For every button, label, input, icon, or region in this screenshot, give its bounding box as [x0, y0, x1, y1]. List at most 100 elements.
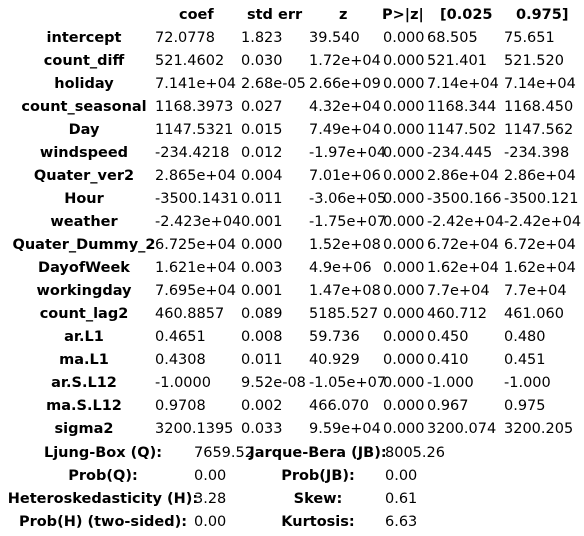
z-cell: 7.49e+04 [309, 122, 381, 138]
coef-cell: -2.423e+04 [155, 214, 242, 230]
std-err-cell: 1.823 [241, 30, 283, 46]
diagnostic-label: Prob(Q): [68, 468, 138, 484]
ci-lower-cell: 1147.502 [427, 122, 497, 138]
row-label: Quater_Dummy_2 [12, 237, 156, 253]
ci-upper-cell: 1147.562 [504, 122, 574, 138]
diagnostic-value: 3.28 [194, 491, 227, 507]
diagnostic-value: 0.00 [194, 514, 227, 530]
std-err-cell: 0.000 [241, 237, 283, 253]
row-label: ar.S.L12 [51, 375, 117, 391]
ci-upper-cell: 0.480 [504, 329, 546, 345]
z-cell: 2.66e+09 [309, 76, 381, 92]
coef-cell: 0.4308 [155, 352, 206, 368]
diagnostic-label: Kurtosis: [281, 514, 355, 530]
z-cell: 7.01e+06 [309, 168, 381, 184]
header-ci-upper: 0.975] [516, 7, 569, 23]
row-label: ma.L1 [59, 352, 109, 368]
ci-lower-cell: 7.14e+04 [427, 76, 499, 92]
row-label: Quater_ver2 [33, 168, 135, 184]
ci-lower-cell: -2.42e+04 [427, 214, 505, 230]
ci-lower-cell: 7.7e+04 [427, 283, 490, 299]
z-cell: 4.9e+06 [309, 260, 372, 276]
std-err-cell: 0.001 [241, 214, 283, 230]
p-value-cell: 0.000 [383, 260, 425, 276]
diagnostic-label: Heteroskedasticity (H): [7, 491, 199, 507]
ci-upper-cell: 461.060 [504, 306, 564, 322]
ci-lower-cell: 521.401 [427, 53, 487, 69]
p-value-cell: 0.000 [383, 398, 425, 414]
p-value-cell: 0.000 [383, 283, 425, 299]
coef-cell: 1.621e+04 [155, 260, 237, 276]
row-label: weather [50, 214, 118, 230]
std-err-cell: 0.004 [241, 168, 283, 184]
ci-upper-cell: 6.72e+04 [504, 237, 576, 253]
ci-lower-cell: 2.86e+04 [427, 168, 499, 184]
ci-lower-cell: -234.445 [427, 145, 493, 161]
coef-cell: 0.4651 [155, 329, 206, 345]
p-value-cell: 0.000 [383, 30, 425, 46]
std-err-cell: 2.68e-05 [241, 76, 306, 92]
p-value-cell: 0.000 [383, 421, 425, 437]
ci-lower-cell: 0.450 [427, 329, 469, 345]
diagnostic-value: 8005.26 [385, 445, 445, 461]
diagnostic-label: Jarque-Bera (JB): [249, 445, 387, 461]
std-err-cell: 0.027 [241, 99, 283, 115]
p-value-cell: 0.000 [383, 76, 425, 92]
z-cell: 1.47e+08 [309, 283, 381, 299]
z-cell: 4.32e+04 [309, 99, 381, 115]
p-value-cell: 0.000 [383, 375, 425, 391]
row-label: sigma2 [54, 421, 114, 437]
coef-cell: 3200.1395 [155, 421, 234, 437]
row-label: count_seasonal [21, 99, 147, 115]
std-err-cell: 0.015 [241, 122, 283, 138]
p-value-cell: 0.000 [383, 237, 425, 253]
coef-cell: 7.141e+04 [155, 76, 237, 92]
ci-lower-cell: 0.967 [427, 398, 469, 414]
coef-cell: -3500.1431 [155, 191, 239, 207]
header-p-value: P>|z| [382, 7, 424, 23]
std-err-cell: 9.52e-08 [241, 375, 306, 391]
p-value-cell: 0.000 [383, 145, 425, 161]
ci-lower-cell: 0.410 [427, 352, 469, 368]
header-coef: coef [179, 7, 214, 23]
ci-upper-cell: 7.7e+04 [504, 283, 567, 299]
diagnostic-value: 0.00 [194, 468, 227, 484]
diagnostic-value: 0.61 [385, 491, 418, 507]
ci-upper-cell: 75.651 [504, 30, 555, 46]
ci-lower-cell: 1.62e+04 [427, 260, 499, 276]
row-label: Hour [64, 191, 104, 207]
coef-cell: 72.0778 [155, 30, 215, 46]
p-value-cell: 0.000 [383, 352, 425, 368]
header-z: z [339, 7, 348, 23]
row-label: ar.L1 [64, 329, 104, 345]
coef-cell: 2.865e+04 [155, 168, 237, 184]
coef-cell: 0.9708 [155, 398, 206, 414]
p-value-cell: 0.000 [383, 191, 425, 207]
z-cell: 59.736 [309, 329, 360, 345]
ci-upper-cell: 3200.205 [504, 421, 574, 437]
std-err-cell: 0.012 [241, 145, 283, 161]
z-cell: 466.070 [309, 398, 369, 414]
row-label: workingday [36, 283, 132, 299]
ci-upper-cell: 1.62e+04 [504, 260, 576, 276]
std-err-cell: 0.003 [241, 260, 283, 276]
row-label: intercept [46, 30, 122, 46]
z-cell: 39.540 [309, 30, 360, 46]
ci-lower-cell: 1168.344 [427, 99, 497, 115]
coef-cell: -1.0000 [155, 375, 211, 391]
ci-upper-cell: 1168.450 [504, 99, 574, 115]
diagnostic-value: 0.00 [385, 468, 418, 484]
header-ci-lower: [0.025 [440, 7, 493, 23]
ci-lower-cell: -3500.166 [427, 191, 502, 207]
z-cell: -1.05e+07 [309, 375, 387, 391]
std-err-cell: 0.001 [241, 283, 283, 299]
diagnostic-label: Ljung-Box (Q): [43, 445, 163, 461]
std-err-cell: 0.008 [241, 329, 283, 345]
coef-cell: -234.4218 [155, 145, 230, 161]
p-value-cell: 0.000 [383, 306, 425, 322]
ci-upper-cell: -3500.121 [504, 191, 579, 207]
std-err-cell: 0.030 [241, 53, 283, 69]
ci-upper-cell: -234.398 [504, 145, 570, 161]
p-value-cell: 0.000 [383, 53, 425, 69]
ci-upper-cell: 0.451 [504, 352, 546, 368]
